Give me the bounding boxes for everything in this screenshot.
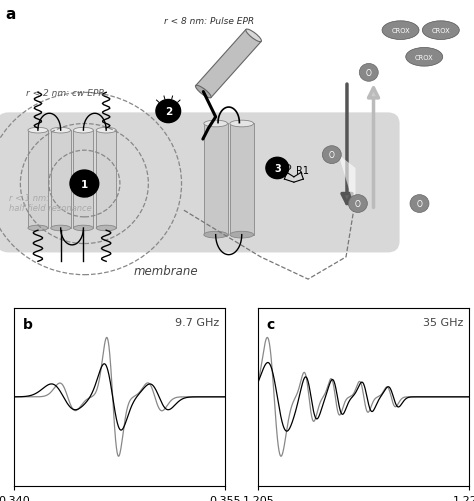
Text: O: O (329, 151, 335, 160)
Ellipse shape (230, 232, 254, 238)
Polygon shape (338, 155, 356, 211)
Ellipse shape (51, 226, 71, 231)
Ellipse shape (51, 128, 71, 134)
Text: c: c (267, 317, 275, 331)
Circle shape (322, 146, 341, 164)
Ellipse shape (195, 86, 211, 99)
Text: CROX: CROX (391, 28, 410, 34)
Bar (204, 124, 228, 235)
Text: O: O (355, 199, 361, 208)
Text: membrane: membrane (134, 264, 198, 277)
Ellipse shape (422, 22, 459, 41)
Text: O: O (417, 199, 422, 208)
Polygon shape (196, 30, 261, 98)
Bar (230, 124, 254, 235)
Bar (51, 131, 71, 228)
Ellipse shape (96, 226, 116, 231)
Bar (96, 131, 116, 228)
Text: O: O (366, 69, 372, 78)
Circle shape (156, 100, 181, 123)
Text: 35 GHz: 35 GHz (422, 317, 463, 327)
Ellipse shape (382, 22, 419, 41)
Text: 9.7 GHz: 9.7 GHz (174, 317, 219, 327)
Ellipse shape (406, 49, 443, 67)
Text: 3: 3 (274, 164, 281, 174)
FancyBboxPatch shape (0, 113, 400, 253)
Ellipse shape (96, 128, 116, 134)
Ellipse shape (204, 121, 228, 128)
Ellipse shape (28, 128, 48, 134)
Text: R1: R1 (296, 166, 309, 176)
Circle shape (348, 195, 367, 213)
Text: a: a (6, 7, 16, 22)
Ellipse shape (204, 232, 228, 238)
Ellipse shape (246, 30, 262, 43)
Text: CROX: CROX (431, 28, 450, 34)
Circle shape (266, 158, 289, 179)
Text: 2: 2 (164, 107, 172, 117)
Ellipse shape (73, 226, 93, 231)
Text: r < 1 nm:
half field resonance: r < 1 nm: half field resonance (9, 193, 91, 213)
Text: CROX: CROX (415, 55, 434, 61)
Text: b: b (23, 317, 33, 331)
Circle shape (91, 188, 94, 191)
Bar (28, 131, 48, 228)
Circle shape (70, 171, 99, 197)
Circle shape (359, 64, 378, 82)
Ellipse shape (73, 128, 93, 134)
Circle shape (410, 195, 429, 213)
Bar (73, 131, 93, 228)
Ellipse shape (230, 121, 254, 128)
Text: 1: 1 (81, 179, 88, 189)
Ellipse shape (28, 226, 48, 231)
Text: r < 2 nm: cw EPR: r < 2 nm: cw EPR (26, 88, 105, 97)
Text: r < 8 nm: Pulse EPR: r < 8 nm: Pulse EPR (164, 18, 254, 27)
